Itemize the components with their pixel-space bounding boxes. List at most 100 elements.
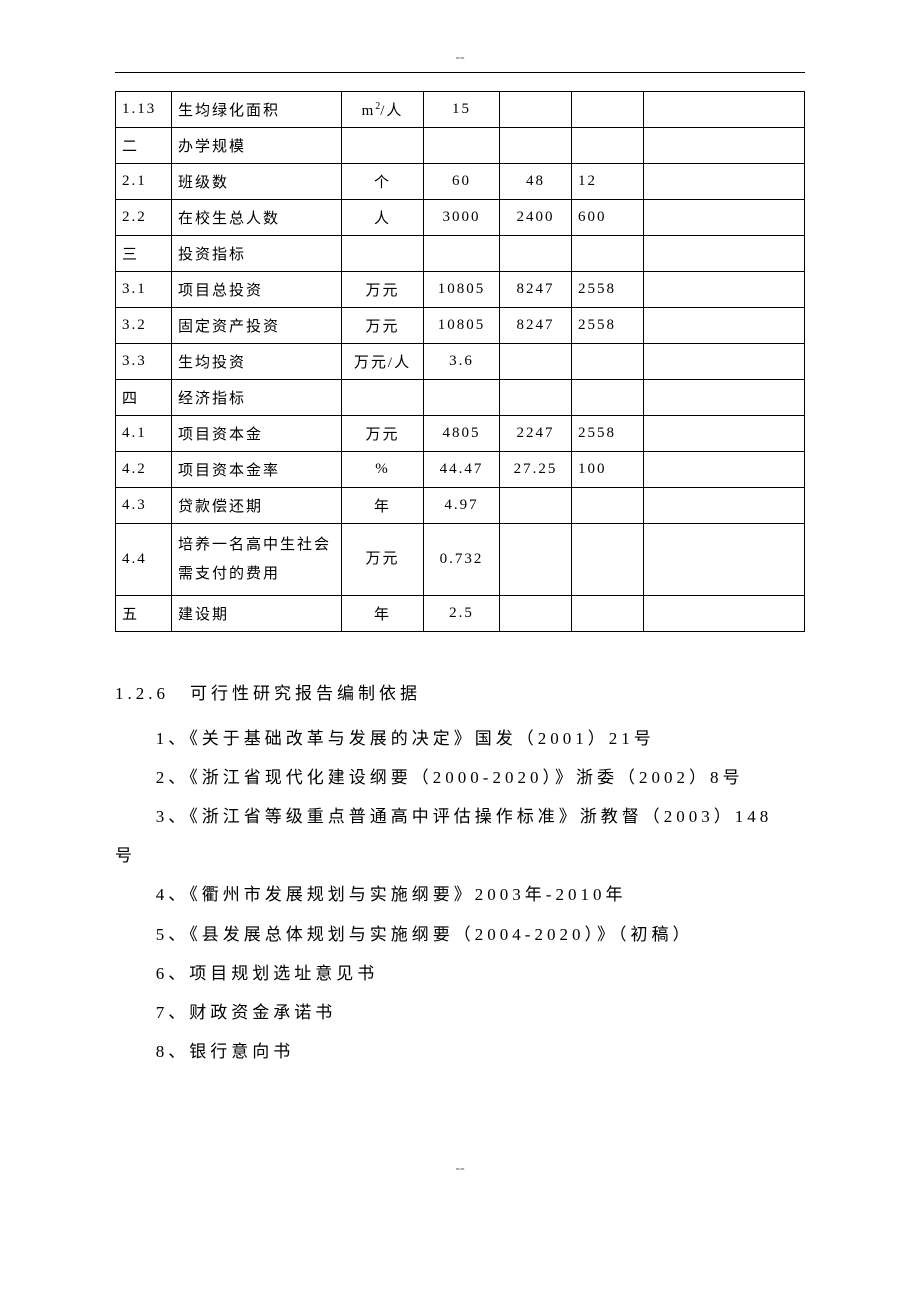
table-cell: 4805 bbox=[424, 416, 500, 452]
table-cell bbox=[644, 164, 805, 200]
table-cell bbox=[644, 308, 805, 344]
table-cell: 4.97 bbox=[424, 488, 500, 524]
table-row: 4.1项目资本金万元480522472558 bbox=[116, 416, 805, 452]
paragraph: 号 bbox=[115, 836, 805, 875]
table-cell bbox=[644, 236, 805, 272]
table-row: 三投资指标 bbox=[116, 236, 805, 272]
table-cell bbox=[644, 416, 805, 452]
table-cell: 万元 bbox=[342, 308, 424, 344]
table-cell bbox=[644, 524, 805, 596]
table-cell bbox=[500, 524, 572, 596]
table-cell: 培养一名高中生社会需支付的费用 bbox=[172, 524, 342, 596]
table-cell: 44.47 bbox=[424, 452, 500, 488]
table-cell: 生均投资 bbox=[172, 344, 342, 380]
table-cell bbox=[342, 380, 424, 416]
table-cell: 27.25 bbox=[500, 452, 572, 488]
table-cell: 投资指标 bbox=[172, 236, 342, 272]
table-row: 二办学规模 bbox=[116, 128, 805, 164]
table-cell bbox=[342, 128, 424, 164]
table-cell: 2558 bbox=[572, 308, 644, 344]
table-cell bbox=[500, 380, 572, 416]
table-cell bbox=[572, 92, 644, 128]
table-cell bbox=[500, 488, 572, 524]
section-title: 1.2.6 可行性研究报告编制依据 bbox=[115, 674, 805, 713]
table-cell: 2558 bbox=[572, 416, 644, 452]
table-cell bbox=[644, 380, 805, 416]
table-cell: 3.3 bbox=[116, 344, 172, 380]
table-cell: 万元/人 bbox=[342, 344, 424, 380]
table-cell bbox=[644, 488, 805, 524]
table-body: 1.13生均绿化面积m2/人15二办学规模2.1班级数个6048122.2在校生… bbox=[116, 92, 805, 632]
table-cell: 15 bbox=[424, 92, 500, 128]
paragraph: 1、《关于基础改革与发展的决定》国发（2001）21号 bbox=[115, 719, 805, 758]
table-cell: 8247 bbox=[500, 272, 572, 308]
data-table: 1.13生均绿化面积m2/人15二办学规模2.1班级数个6048122.2在校生… bbox=[115, 91, 805, 632]
table-cell: 生均绿化面积 bbox=[172, 92, 342, 128]
table-cell: 10805 bbox=[424, 308, 500, 344]
paragraph: 2、《浙江省现代化建设纲要（2000-2020）》浙委（2002）8号 bbox=[115, 758, 805, 797]
table-cell: 2.1 bbox=[116, 164, 172, 200]
paragraph: 4、《衢州市发展规划与实施纲要》2003年-2010年 bbox=[115, 875, 805, 914]
table-cell: 3000 bbox=[424, 200, 500, 236]
table-cell bbox=[644, 344, 805, 380]
table-cell: 48 bbox=[500, 164, 572, 200]
table-row: 2.2在校生总人数人30002400600 bbox=[116, 200, 805, 236]
table-cell: 4.1 bbox=[116, 416, 172, 452]
table-row: 3.3生均投资万元/人3.6 bbox=[116, 344, 805, 380]
footer-dash: -- bbox=[115, 1161, 805, 1177]
table-cell bbox=[572, 380, 644, 416]
table-cell: % bbox=[342, 452, 424, 488]
table-cell: 4.3 bbox=[116, 488, 172, 524]
header-rule bbox=[115, 72, 805, 73]
table-cell bbox=[572, 596, 644, 632]
table-row: 3.1项目总投资万元1080582472558 bbox=[116, 272, 805, 308]
table-cell bbox=[500, 596, 572, 632]
table-cell bbox=[644, 272, 805, 308]
table-cell: 办学规模 bbox=[172, 128, 342, 164]
table-cell: 经济指标 bbox=[172, 380, 342, 416]
table-cell: 年 bbox=[342, 488, 424, 524]
table-cell: m2/人 bbox=[342, 92, 424, 128]
table-cell: 贷款偿还期 bbox=[172, 488, 342, 524]
table-cell bbox=[572, 488, 644, 524]
table-cell: 10805 bbox=[424, 272, 500, 308]
table-cell bbox=[500, 128, 572, 164]
table-cell: 项目资本金 bbox=[172, 416, 342, 452]
table-cell: 三 bbox=[116, 236, 172, 272]
table-cell: 2558 bbox=[572, 272, 644, 308]
table-cell: 在校生总人数 bbox=[172, 200, 342, 236]
table-cell bbox=[572, 344, 644, 380]
table-cell: 万元 bbox=[342, 272, 424, 308]
table-cell bbox=[500, 236, 572, 272]
table-cell: 年 bbox=[342, 596, 424, 632]
paragraph: 6、项目规划选址意见书 bbox=[115, 954, 805, 993]
table-cell bbox=[342, 236, 424, 272]
document-page: -- 1.13生均绿化面积m2/人15二办学规模2.1班级数个6048122.2… bbox=[0, 0, 920, 1237]
table-row: 1.13生均绿化面积m2/人15 bbox=[116, 92, 805, 128]
table-row: 五建设期年2.5 bbox=[116, 596, 805, 632]
paragraph: 5、《县发展总体规划与实施纲要（2004-2020）》（初稿） bbox=[115, 915, 805, 954]
table-cell: 2.2 bbox=[116, 200, 172, 236]
table-cell bbox=[644, 92, 805, 128]
table-cell: 2247 bbox=[500, 416, 572, 452]
table-cell: 3.6 bbox=[424, 344, 500, 380]
paragraph-list: 1、《关于基础改革与发展的决定》国发（2001）21号2、《浙江省现代化建设纲要… bbox=[115, 719, 805, 1071]
table-cell: 4.4 bbox=[116, 524, 172, 596]
table-cell: 固定资产投资 bbox=[172, 308, 342, 344]
table-cell bbox=[424, 236, 500, 272]
table-cell: 2.5 bbox=[424, 596, 500, 632]
table-cell bbox=[572, 128, 644, 164]
table-cell bbox=[644, 452, 805, 488]
table-row: 4.3贷款偿还期年4.97 bbox=[116, 488, 805, 524]
table-cell: 4.2 bbox=[116, 452, 172, 488]
table-cell bbox=[644, 128, 805, 164]
header-dash: -- bbox=[115, 50, 805, 72]
table-cell: 个 bbox=[342, 164, 424, 200]
table-cell: 万元 bbox=[342, 524, 424, 596]
table-cell: 3.1 bbox=[116, 272, 172, 308]
table-cell bbox=[424, 128, 500, 164]
body-text: 1.2.6 可行性研究报告编制依据 1、《关于基础改革与发展的决定》国发（200… bbox=[115, 674, 805, 1071]
table-cell: 3.2 bbox=[116, 308, 172, 344]
table-cell: 0.732 bbox=[424, 524, 500, 596]
table-cell: 人 bbox=[342, 200, 424, 236]
